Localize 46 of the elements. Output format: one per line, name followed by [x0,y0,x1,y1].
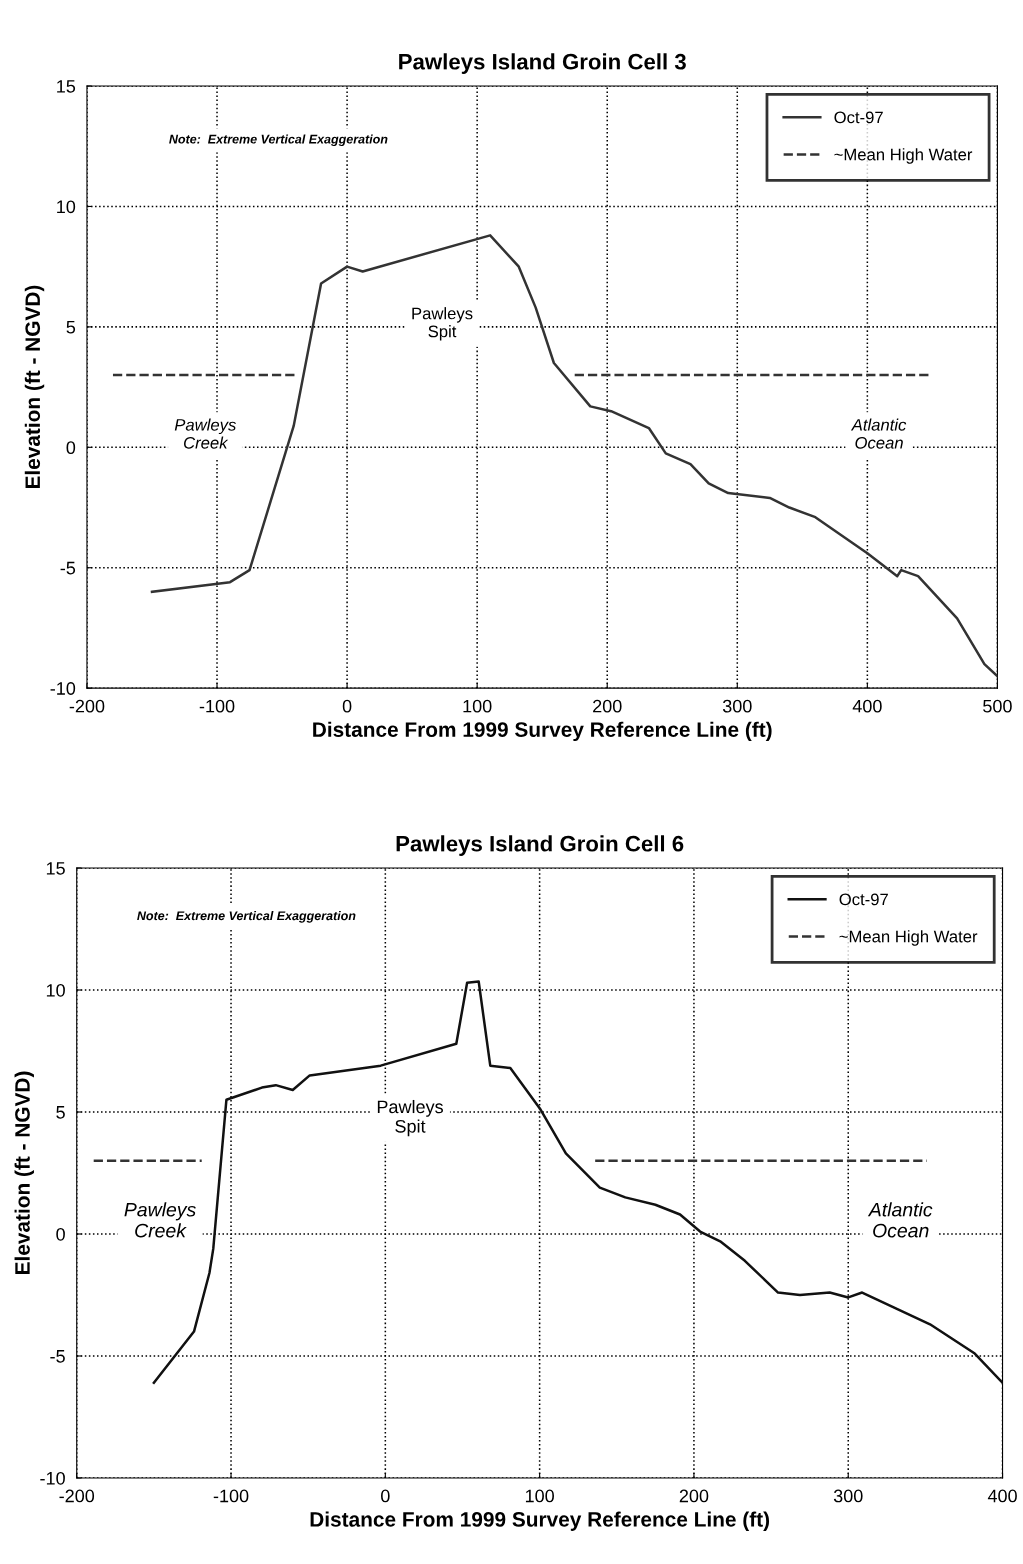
annotation: Note: Extreme Vertical Exaggeration [169,134,388,147]
x-tick-label: 100 [463,699,492,713]
x-tick-label: 200 [593,699,622,713]
legend-label: Oct-97 [839,893,888,906]
y-tick-label: 15 [46,862,65,875]
y-tick-label: 5 [66,321,76,334]
x-tick-label: 0 [381,1489,390,1503]
annotation: Atlantic Ocean [867,1202,933,1238]
annotation: Pawleys Spit [377,1099,443,1137]
annotation: Atlantic Ocean [850,418,907,449]
y-tick-label: 15 [57,80,76,93]
line-series [150,234,998,678]
y-tick-label: -10 [40,1471,65,1485]
chart-title: Pawleys Island Groin Cell 3 [399,53,686,74]
y-tick-label: 10 [57,200,76,214]
legend-label: ~Mean High Water [839,930,978,946]
x-tick-label: 0 [342,699,352,713]
y-tick-label: -5 [50,1350,65,1363]
annotation: Pawleys Creek [124,1202,196,1238]
x-tick-label: 200 [679,1489,709,1503]
x-tick-label: -100 [199,699,235,713]
x-tick-label: 300 [833,1489,863,1503]
annotation: Pawleys Creek [174,418,237,449]
x-axis-title: Distance From 1999 Survey Reference Line (ft) [313,721,772,742]
x-tick-label: 400 [987,1489,1017,1503]
y-tick-label: 5 [56,1106,65,1119]
x-tick-label: 500 [983,699,1012,713]
x-axis-title: Distance From 1999 Survey Reference Line (ft) [310,1511,770,1531]
legend-label: Oct-97 [834,111,883,124]
x-tick-label: -200 [69,699,105,713]
y-axis-title: Elevation (ft - NGVD) [14,1071,34,1275]
x-tick-label: 400 [852,699,882,713]
legend-label: ~Mean High Water [834,148,973,164]
annotation: Pawleys Spit [412,307,473,341]
x-tick-label: 300 [722,699,752,713]
y-tick-label: -10 [50,682,76,695]
y-axis-title: Elevation (ft - NGVD) [24,285,45,489]
chart-title: Pawleys Island Groin Cell 6 [396,835,684,856]
y-tick-label: -5 [60,561,76,575]
y-tick-label: 10 [46,983,65,997]
x-tick-label: -100 [213,1489,249,1503]
x-tick-label: -200 [59,1489,95,1503]
x-tick-label: 100 [525,1489,554,1503]
y-tick-label: 0 [56,1227,65,1241]
y-tick-label: 0 [66,441,76,455]
annotation: Note: Extreme Vertical Exaggeration [137,910,356,923]
